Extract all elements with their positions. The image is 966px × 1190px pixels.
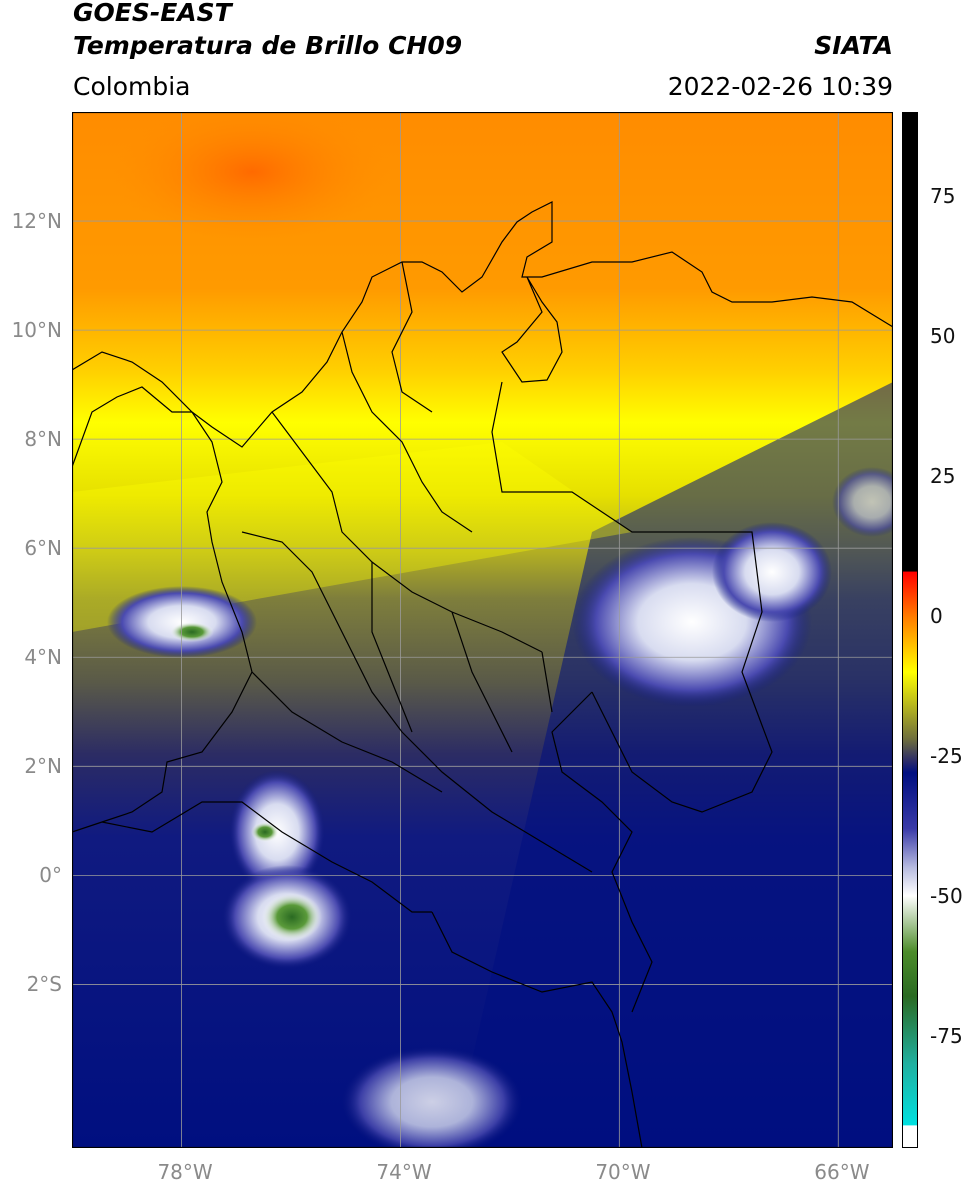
venezuela-border xyxy=(491,381,773,813)
lon-tick-label: 66°W xyxy=(814,1160,870,1184)
satellite-title: GOES-EAST xyxy=(73,0,232,27)
internal-5 xyxy=(251,671,443,793)
lat-tick-label: 0° xyxy=(39,863,62,888)
lat-tick-label: 2°S xyxy=(26,972,62,997)
internal-7 xyxy=(451,611,513,753)
map-canvas xyxy=(72,112,893,1148)
product-title: Temperatura de Brillo CH09 xyxy=(73,31,463,60)
internal-6 xyxy=(371,562,413,733)
cloud-cluster-ne xyxy=(832,467,893,537)
cloud-cluster-amazon xyxy=(342,1047,522,1148)
map-frame xyxy=(72,112,893,1148)
colorbar-tick-label: 25 xyxy=(930,464,956,488)
warm-band-west xyxy=(72,442,632,632)
datetime-label: 2022-02-26 10:39 xyxy=(667,72,893,101)
internal-8 xyxy=(541,651,553,713)
warm-core xyxy=(112,112,392,242)
colorbar xyxy=(902,112,918,1148)
satellite-map xyxy=(72,112,893,1148)
caribbean-coast xyxy=(72,201,893,448)
ecuador-border xyxy=(101,801,432,913)
source-label: SIATA xyxy=(814,31,893,60)
colorbar-tick-label: -75 xyxy=(930,1024,963,1048)
peru-border xyxy=(431,911,643,1148)
colorbar-tick-label: 50 xyxy=(930,324,956,348)
gridlines xyxy=(72,112,893,1148)
colorbar-tick-label: -25 xyxy=(930,744,963,768)
lon-tick-label: 74°W xyxy=(376,1160,432,1184)
internal-4 xyxy=(241,531,593,873)
colorbar-tick-label: 0 xyxy=(930,604,943,628)
cloud-cluster-east-2 xyxy=(712,522,832,622)
cloud-cluster-pacific xyxy=(107,586,257,658)
cold-core-pacific xyxy=(170,622,214,642)
internal-3 xyxy=(391,261,433,413)
lat-tick-label: 12°N xyxy=(11,209,62,234)
colorbar-fill xyxy=(902,112,918,1148)
lat-tick-label: 10°N xyxy=(11,318,62,343)
lon-tick-label: 70°W xyxy=(595,1160,651,1184)
lat-tick-label: 4°N xyxy=(24,645,62,670)
boundaries xyxy=(72,201,893,1148)
lat-tick-label: 2°N xyxy=(24,754,62,779)
cold-core-south-2 xyxy=(251,822,279,842)
brazil-border xyxy=(551,691,653,1013)
maracaibo-lake xyxy=(501,276,563,383)
cold-core-south xyxy=(262,893,322,941)
colorbar-tick-label: 75 xyxy=(930,184,956,208)
lat-tick-label: 8°N xyxy=(24,427,62,452)
internal-2 xyxy=(341,331,473,533)
panama-border xyxy=(72,386,192,468)
lat-tick-label: 6°N xyxy=(24,536,62,561)
region-label: Colombia xyxy=(73,72,191,101)
lon-tick-label: 78°W xyxy=(157,1160,213,1184)
colorbar-tick-label: -50 xyxy=(930,884,963,908)
